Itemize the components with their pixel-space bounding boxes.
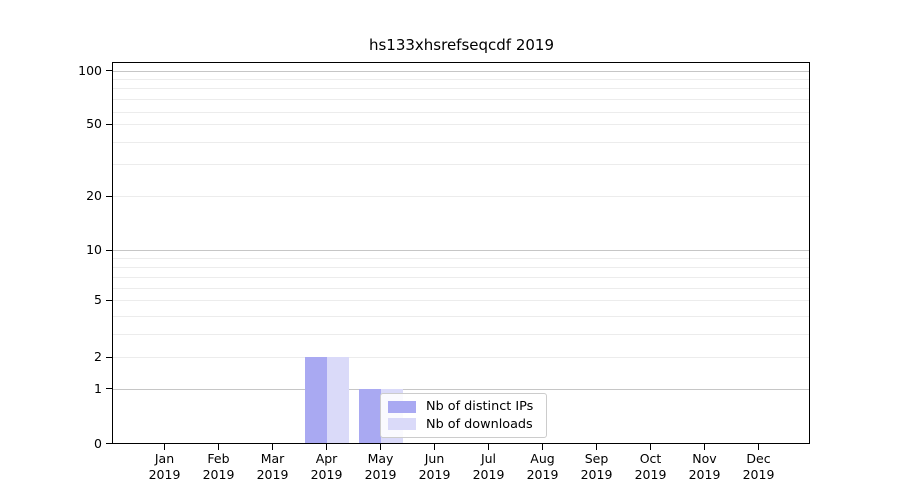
x-axis-tick-label: Sep 2019 <box>580 451 613 482</box>
x-axis-tick <box>380 444 382 450</box>
x-axis-tick <box>434 444 436 450</box>
minor-gridline <box>113 196 809 197</box>
x-axis-tick <box>758 444 760 450</box>
x-axis-tick-label: Dec 2019 <box>742 451 775 482</box>
x-axis-tick-label: Feb 2019 <box>202 451 235 482</box>
x-axis-tick <box>326 444 328 450</box>
y-axis-tick <box>106 123 113 125</box>
y-axis-tick-label: 5 <box>94 292 102 307</box>
x-axis-tick <box>272 444 274 450</box>
x-axis-tick-label: Jun 2019 <box>418 451 451 482</box>
y-axis-tick <box>106 388 113 390</box>
minor-gridline <box>113 334 809 335</box>
x-axis-tick-label: Jan 2019 <box>148 451 181 482</box>
minor-gridline <box>113 267 809 268</box>
minor-gridline <box>113 258 809 259</box>
chart-title: hs133xhsrefseqcdf 2019 <box>368 36 555 54</box>
x-axis-tick <box>218 444 220 450</box>
minor-gridline <box>113 288 809 289</box>
legend-entry-downloads: Nb of downloads <box>388 416 540 432</box>
x-axis-tick <box>596 444 598 450</box>
minor-gridline <box>113 315 809 317</box>
minor-gridline <box>113 78 809 80</box>
bar-downloads <box>326 357 349 444</box>
x-axis-tick-label: Aug 2019 <box>526 451 559 482</box>
legend-swatch-distinct-ips <box>388 400 416 413</box>
x-axis-tick <box>488 444 490 450</box>
minor-gridline <box>113 142 809 143</box>
x-axis-tick <box>164 444 166 450</box>
major-gridline <box>113 70 809 72</box>
x-axis-tick-label: Apr 2019 <box>310 451 343 482</box>
y-axis-tick-label: 2 <box>94 349 102 364</box>
y-axis-tick <box>106 70 113 72</box>
minor-gridline <box>113 111 809 113</box>
x-axis-tick-label: May 2019 <box>364 451 397 482</box>
x-axis-tick-label: Mar 2019 <box>256 451 289 482</box>
y-axis-tick <box>106 195 113 197</box>
y-axis-tick-label: 1 <box>94 380 102 396</box>
y-axis-tick <box>106 299 113 301</box>
x-axis-tick-label: Nov 2019 <box>688 451 721 482</box>
y-axis-tick-label: 50 <box>86 116 102 131</box>
x-axis-tick <box>704 444 706 450</box>
y-axis-tick-label: 10 <box>86 242 102 257</box>
legend-label-distinct-ips: Nb of distinct IPs <box>426 399 534 414</box>
legend: Nb of distinct IPs Nb of downloads <box>380 392 547 438</box>
legend-swatch-downloads <box>388 418 416 430</box>
x-axis-tick-label: Oct 2019 <box>634 451 667 482</box>
minor-gridline <box>113 88 809 89</box>
x-axis-tick <box>650 444 652 450</box>
bar-distinct-ips <box>358 388 381 444</box>
y-axis-tick <box>106 249 113 251</box>
y-axis-tick-label: 100 <box>78 62 102 78</box>
y-axis-tick-label: 20 <box>86 188 102 203</box>
y-axis-tick-label: 0 <box>94 435 102 451</box>
y-axis-tick <box>106 443 113 445</box>
major-gridline <box>113 250 809 251</box>
legend-label-downloads: Nb of downloads <box>426 416 533 432</box>
minor-gridline <box>113 277 809 278</box>
bar-distinct-ips <box>304 357 327 444</box>
major-gridline <box>113 388 809 390</box>
legend-entry-distinct-ips: Nb of distinct IPs <box>388 399 540 415</box>
x-axis-tick-label: Jul 2019 <box>472 451 505 482</box>
minor-gridline <box>113 124 809 125</box>
minor-gridline <box>113 163 809 165</box>
minor-gridline <box>113 99 809 100</box>
minor-gridline <box>113 300 809 301</box>
minor-gridline <box>113 357 809 358</box>
y-axis-tick <box>106 356 113 358</box>
x-axis-tick <box>542 444 544 450</box>
plot-frame <box>111 61 811 445</box>
